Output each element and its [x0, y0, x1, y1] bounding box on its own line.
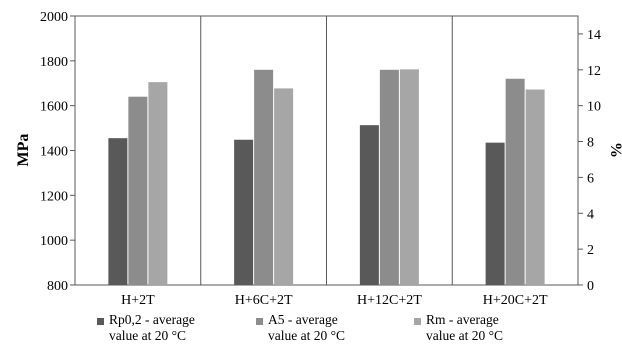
bar-rm-3	[399, 69, 419, 285]
bar-rm-4	[525, 89, 545, 285]
right-axis-ticks: 0 2 4 6 8 10 12 14	[578, 28, 601, 294]
legend-item-rm: Rm - average value at 20 °C	[414, 312, 503, 344]
right-axis-label: %	[607, 142, 622, 158]
bar-a5-2	[254, 69, 274, 285]
bar-rm-1	[148, 82, 168, 285]
left-tick-label: 1800	[40, 55, 68, 70]
right-tick-label: 4	[587, 207, 594, 222]
legend-item-a5: A5 - average value at 20 °C	[256, 312, 345, 344]
category-separators	[200, 16, 453, 285]
bar-rp02-3	[359, 125, 379, 286]
legend-swatch	[414, 318, 421, 325]
x-tick-label: H+12C+2T	[357, 293, 422, 308]
left-tick-label: 1400	[40, 145, 68, 160]
left-tick-label: 1200	[40, 189, 68, 204]
legend-swatch	[97, 318, 104, 325]
legend-label: Rp0,2 - average value at 20 °C	[109, 312, 195, 343]
bar-a5-1	[128, 96, 148, 285]
x-tick-label: H+2T	[121, 293, 155, 308]
left-axis-ticks: 800 1000 1200 1400 1600 1800 2000	[40, 10, 75, 294]
legend-label: Rm - average value at 20 °C	[426, 312, 504, 343]
bar-a5-4	[505, 78, 525, 286]
bar-rp02-2	[234, 139, 254, 285]
bar-rm-2	[274, 88, 294, 286]
x-tick-label: H+6C+2T	[235, 293, 293, 308]
legend-item-rp02: Rp0,2 - average value at 20 °C	[97, 312, 195, 344]
legend-swatch	[256, 318, 263, 325]
x-axis-ticks: H+2T H+6C+2T H+12C+2T H+20C+2T	[121, 293, 548, 308]
left-tick-label: 1000	[40, 234, 68, 249]
bar-rp02-1	[108, 138, 128, 285]
right-tick-label: 10	[587, 100, 601, 115]
x-tick-label: H+20C+2T	[483, 293, 548, 308]
left-axis-label: MPa	[15, 134, 32, 167]
left-tick-label: 800	[47, 279, 68, 294]
bars	[108, 69, 545, 286]
right-tick-label: 8	[587, 136, 594, 151]
bar-a5-3	[379, 69, 399, 285]
left-tick-label: 1600	[40, 100, 68, 115]
legend-label: A5 - average value at 20 °C	[268, 312, 346, 343]
legend: Rp0,2 - average value at 20 °C A5 - avera…	[0, 312, 622, 347]
right-tick-label: 6	[587, 171, 594, 186]
right-tick-label: 2	[587, 243, 594, 258]
right-tick-label: 12	[587, 64, 601, 79]
left-tick-label: 2000	[40, 10, 68, 25]
bar-rp02-4	[485, 142, 505, 285]
right-tick-label: 0	[587, 279, 594, 294]
right-tick-label: 14	[587, 28, 601, 43]
